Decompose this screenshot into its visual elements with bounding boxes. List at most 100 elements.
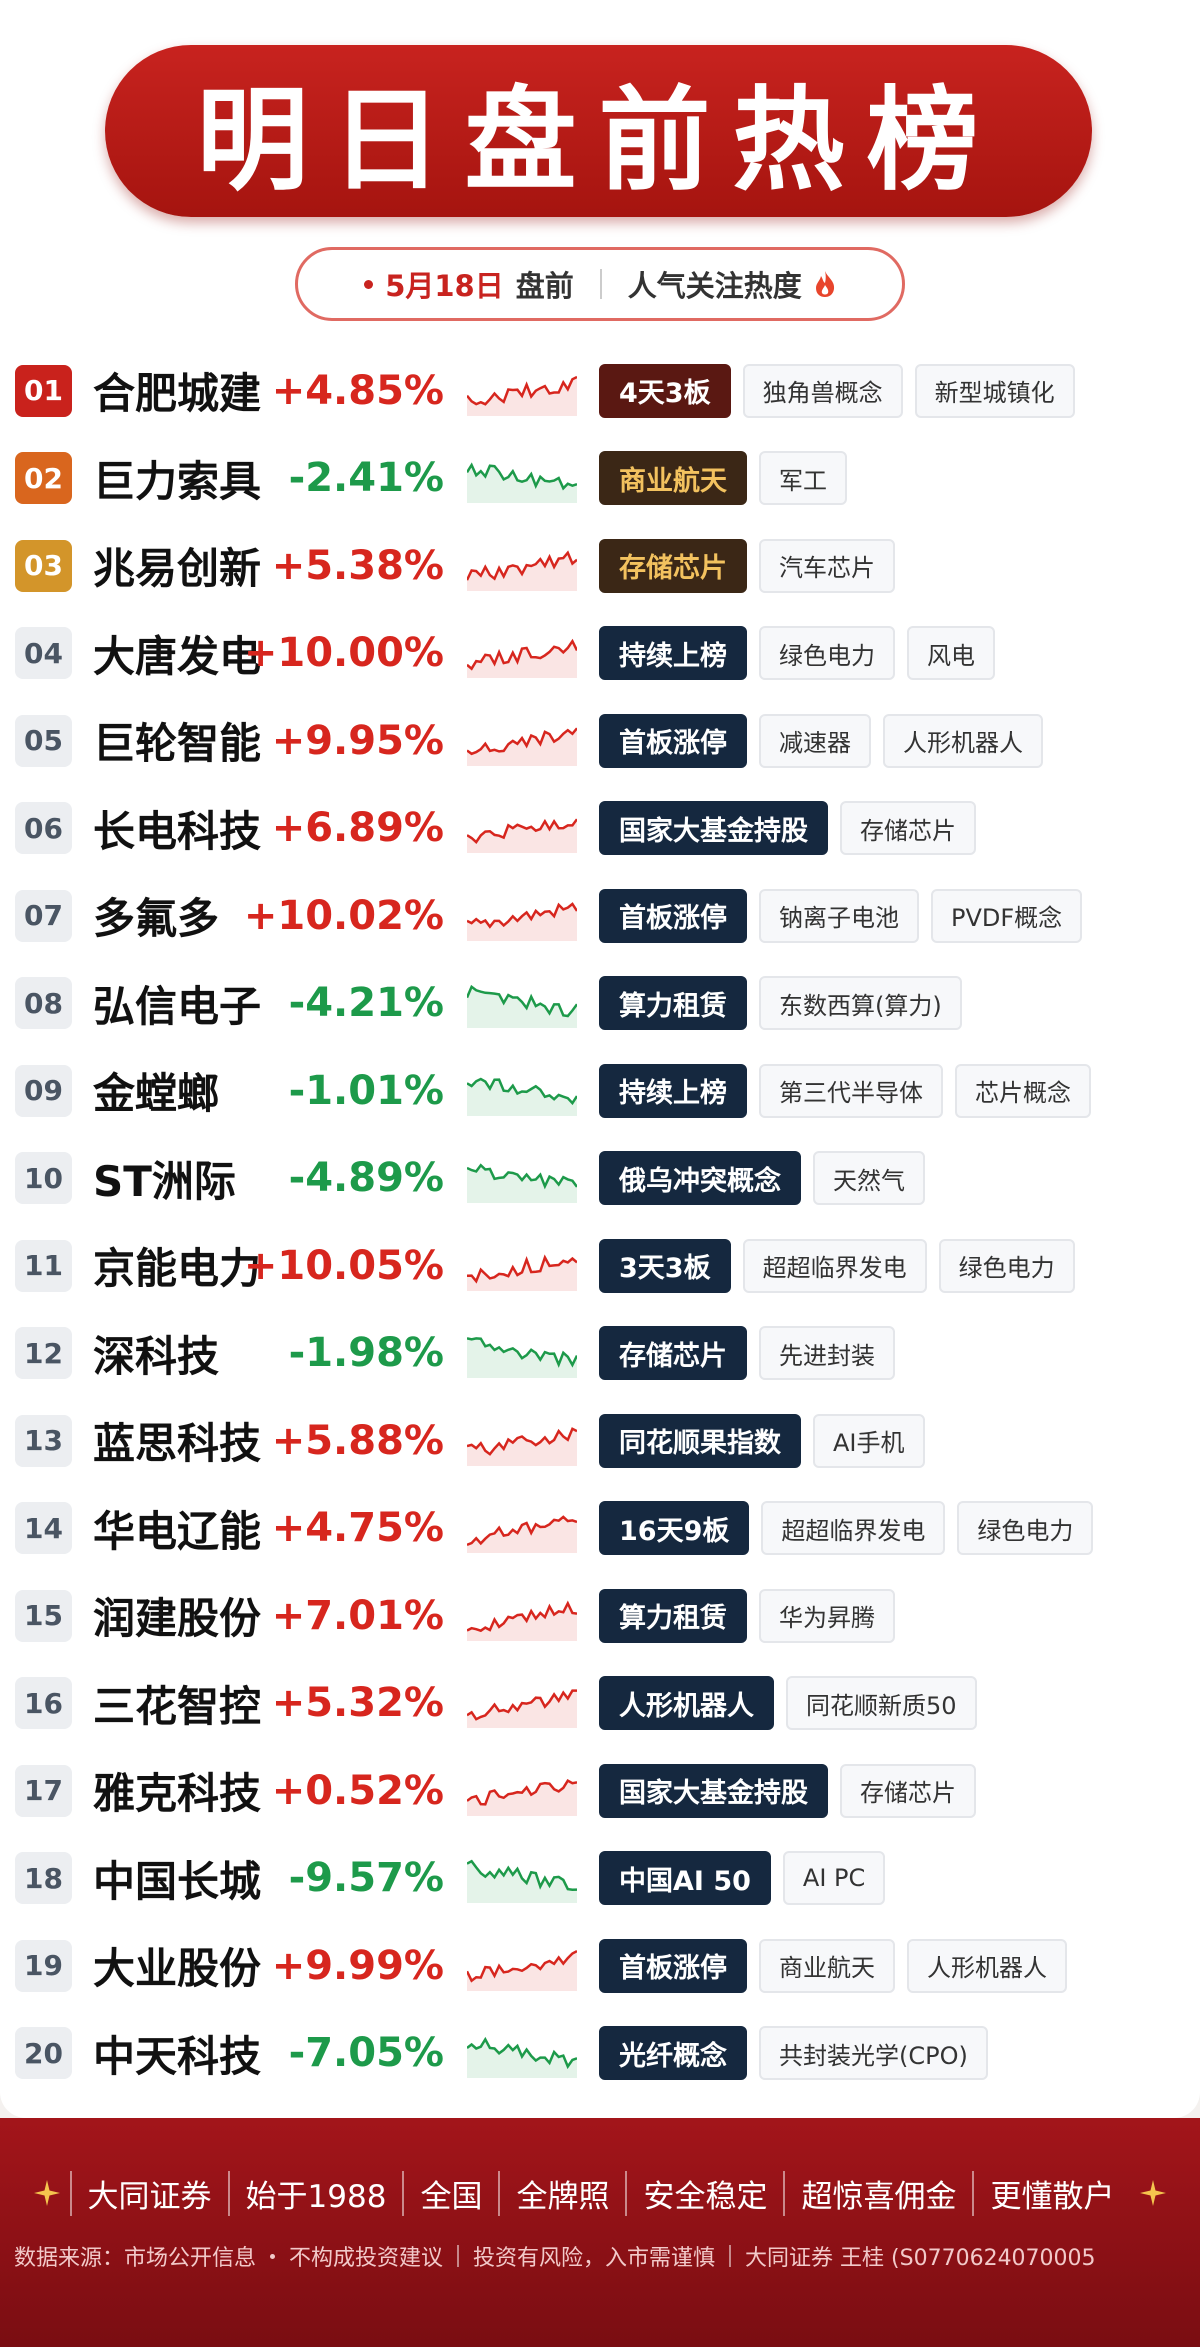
tag: 汽车芯片 [759,538,895,593]
change: +9.99% [271,1942,444,1989]
change: +4.75% [271,1505,444,1552]
title: 明日盘前热榜 [105,45,1092,217]
sparkline-polyline [467,1949,577,1983]
stock-name: 三花智控 [93,1681,262,1731]
sparkline-polyline [467,985,577,1018]
change: +9.95% [271,717,444,764]
separator [599,269,602,299]
tag-group: 存储芯片 先进封装 [599,1326,895,1381]
rank-badge: 02 [15,452,72,505]
slogan: 超惊喜佣金 [783,2170,972,2216]
sparkline-polyline [467,550,577,581]
change: -9.57% [288,1855,444,1902]
sparkline [467,2037,577,2079]
sparkline-polygon [467,1690,577,1729]
sparkline-polygon [467,641,577,679]
tag-group: 首板涨停 减速器 人形机器人 [599,713,1043,768]
sparkline-polygon [467,1165,577,1204]
rank-badge: 09 [15,1064,72,1117]
tag: 芯片概念 [955,1063,1091,1118]
rank-badge: 11 [15,1239,72,1292]
row: 09 金螳螂 -1.01% 持续上榜 第三代半导体 芯片概念 [0,1047,1200,1135]
tag-group: 4天3板 独角兽概念 新型城镇化 [599,363,1075,418]
tag: 4天3板 [599,363,731,418]
rank-badge: 13 [15,1414,72,1467]
tag: 首板涨停 [599,888,747,943]
sparkline-polygon [467,552,577,591]
sparkline-polygon [467,819,577,854]
change: -2.41% [288,455,444,502]
sparkline [467,1778,577,1816]
slogan: 全牌照 [498,2170,625,2216]
tag-group: 同花顺果指数 AI手机 [599,1413,925,1468]
tag: 算力租赁 [599,1588,747,1643]
disclaimer-text: 数据来源：市场公开信息 [14,2246,257,2271]
sparkline [467,1163,577,1204]
change: +5.38% [271,542,444,589]
change: -1.01% [288,1067,444,1114]
tag: 首板涨停 [599,1938,747,1993]
row: 19 大业股份 +9.99% 首板涨停 商业航天 人形机器人 [0,1922,1200,2010]
tag-group: 人形机器人 同花顺新质50 [599,1676,977,1731]
sparkline-polyline [467,462,577,491]
sparkline-polygon [467,1517,577,1554]
rank-badge: 08 [15,977,72,1030]
sparkline [467,1600,577,1641]
slogan: 大同证券 [69,2170,228,2216]
tag: 先进封装 [759,1326,895,1381]
sparkline-polygon [467,465,577,504]
sparkline-polyline [467,727,577,755]
slogan: 全国 [402,2170,498,2216]
row: 01 合肥城建 +4.85% 4天3板 独角兽概念 新型城镇化 [0,347,1200,435]
sparkline [467,1426,577,1466]
stock-name: 中国长城 [93,1856,262,1906]
tag-group: 持续上榜 第三代半导体 芯片概念 [599,1063,1091,1118]
rank-badge: 05 [15,714,72,767]
tag: 存储芯片 [840,1763,976,1818]
tag: 国家大基金持股 [599,1763,828,1818]
row: 11 京能电力 +10.05% 3天3板 超超临界发电 绿色电力 [0,1222,1200,1310]
change: +4.85% [271,367,444,414]
sparkline [467,1337,577,1379]
tag: 绿色电力 [957,1501,1094,1556]
sparkline-polyline [467,1689,577,1722]
row: 04 大唐发电 +10.00% 持续上榜 绿色电力 风电 [0,610,1200,698]
sparkline-polyline [467,375,577,406]
stock-name: 京能电力 [93,1244,262,1294]
sparkline-polygon [467,1078,577,1116]
rank-badge: 18 [15,1852,72,1905]
sparkline-polygon [467,1428,577,1466]
tag: 钠离子电池 [759,888,919,943]
sparkline-polyline [467,1426,577,1456]
tag-group: 算力租赁 东数西算(算力) [599,976,962,1031]
change: +7.01% [271,1592,444,1639]
tag-group: 3天3板 超超临界发电 绿色电力 [599,1238,1075,1293]
rank-badge: 03 [15,539,72,592]
session: 盘前 [515,269,574,303]
sparkline-polyline [467,1163,577,1190]
disclaimer-text: 大同证券 王桂 (S0770624070005 [745,2246,1096,2271]
change: -7.05% [288,2030,444,2077]
row: 17 雅克科技 +0.52% 国家大基金持股 存储芯片 [0,1747,1200,1835]
row: 07 多氟多 +10.02% 首板涨停 钠离子电池 PVDF概念 [0,872,1200,960]
tag: 光纤概念 [599,2026,747,2081]
row: 03 兆易创新 +5.38% 存储芯片 汽车芯片 [0,522,1200,610]
tag-group: 中国AI 50 AI PC [599,1851,886,1906]
change: +10.00% [243,630,444,677]
tag: 独角兽概念 [742,363,903,418]
rank-badge: 06 [15,802,72,855]
sparkline-polygon [467,903,577,941]
slogan: 始于1988 [227,2170,403,2216]
sparkline [467,1949,577,1991]
sparkle-icon [1140,2180,1167,2206]
tag-group: 国家大基金持股 存储芯片 [599,801,976,856]
change: -1.98% [288,1330,444,1377]
row: 02 巨力索具 -2.41% 商业航天 军工 [0,435,1200,523]
row: 10 ST洲际 -4.89% 俄乌冲突概念 天然气 [0,1135,1200,1223]
rank-badge: 17 [15,1764,72,1817]
row: 14 华电辽能 +4.75% 16天9板 超超临界发电 绿色电力 [0,1485,1200,1573]
disclaimer-text: 投资有风险，入市需谨慎 [473,2246,716,2271]
tag: 俄乌冲突概念 [599,1151,801,1206]
stock-name: 中天科技 [93,2031,262,2081]
